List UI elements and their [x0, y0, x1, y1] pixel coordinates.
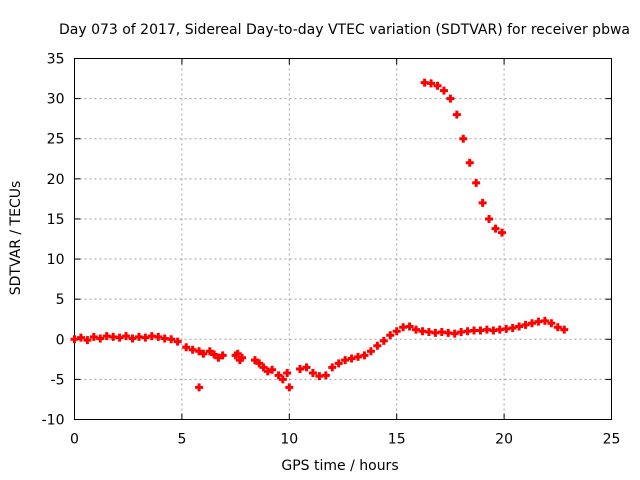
data-point — [70, 335, 79, 344]
data-point — [195, 347, 204, 356]
data-point — [259, 363, 268, 372]
data-point — [321, 371, 330, 380]
y-tick-label: 5 — [56, 292, 65, 308]
data-point — [405, 322, 414, 331]
data-point — [386, 331, 395, 340]
data-point — [83, 336, 92, 345]
y-tick-label: 0 — [56, 332, 65, 348]
y-tick-label: 10 — [47, 252, 65, 268]
data-point — [115, 333, 124, 342]
data-point — [205, 347, 214, 356]
data-point — [238, 353, 247, 362]
data-point — [188, 345, 197, 354]
data-point — [472, 178, 481, 187]
data-point — [553, 323, 562, 332]
plot-frame — [74, 58, 612, 420]
data-point — [210, 350, 219, 359]
data-point — [302, 363, 311, 372]
data-point — [439, 86, 448, 95]
data-point — [515, 322, 524, 331]
data-point — [334, 359, 343, 368]
data-points — [70, 78, 569, 392]
y-tick-label: 15 — [47, 212, 65, 228]
data-point — [560, 325, 569, 334]
data-point — [446, 94, 455, 103]
data-point — [268, 365, 277, 374]
data-point — [433, 81, 442, 90]
data-point — [347, 354, 356, 363]
data-point — [485, 214, 494, 223]
data-point — [283, 368, 292, 377]
x-tick-label: 0 — [70, 432, 79, 448]
data-point — [141, 333, 150, 342]
data-point — [173, 337, 182, 346]
y-tick-label: 25 — [47, 132, 65, 148]
data-point — [274, 371, 283, 380]
x-axis-label: GPS time / hours — [281, 458, 398, 474]
data-point — [521, 320, 530, 329]
data-point — [285, 383, 294, 392]
data-point — [379, 336, 388, 345]
data-point — [360, 351, 369, 360]
data-point — [308, 368, 317, 377]
x-tick-label: 20 — [495, 432, 513, 448]
data-point — [459, 134, 468, 143]
data-point — [182, 343, 191, 352]
data-point — [478, 198, 487, 207]
data-point — [195, 383, 204, 392]
data-point — [233, 349, 242, 358]
data-point — [96, 334, 105, 343]
x-tick-label: 5 — [177, 432, 186, 448]
data-point — [465, 158, 474, 167]
y-tick-label: 30 — [47, 92, 65, 108]
data-point — [508, 324, 517, 333]
data-point — [528, 319, 537, 328]
data-point — [218, 351, 227, 360]
data-point — [341, 356, 350, 365]
data-point — [199, 349, 208, 358]
data-point — [167, 335, 176, 344]
axis-ticks — [74, 58, 612, 420]
y-tick-label: 20 — [47, 172, 65, 188]
grid-lines — [74, 58, 612, 420]
y-tick-label: -5 — [51, 372, 65, 388]
data-point — [547, 319, 556, 328]
y-tick-label: -10 — [42, 413, 65, 429]
x-tick-label: 25 — [603, 432, 621, 448]
data-point — [89, 332, 98, 341]
data-point — [214, 353, 223, 362]
data-point — [278, 375, 287, 384]
data-point — [366, 347, 375, 356]
y-axis-label: SDTVAR / TECUs — [8, 181, 24, 296]
data-point — [263, 367, 272, 376]
chart-title: Day 073 of 2017, Sidereal Day-to-day VTE… — [59, 22, 630, 38]
data-point — [296, 364, 305, 373]
data-point — [427, 79, 436, 88]
data-point — [128, 334, 137, 343]
data-point — [450, 329, 459, 338]
data-point — [497, 228, 506, 237]
data-point — [412, 325, 421, 334]
data-point — [452, 110, 461, 119]
data-point — [76, 333, 85, 342]
data-point — [373, 341, 382, 350]
x-tick-label: 10 — [280, 432, 298, 448]
data-point — [354, 352, 363, 361]
y-tick-label: 35 — [47, 52, 65, 68]
data-point — [392, 327, 401, 336]
data-point — [255, 359, 264, 368]
data-point — [540, 316, 549, 325]
data-point — [250, 356, 259, 365]
data-point — [154, 332, 163, 341]
x-tick-label: 15 — [388, 432, 406, 448]
data-point — [328, 363, 337, 372]
data-point — [122, 332, 131, 341]
data-point — [491, 224, 500, 233]
